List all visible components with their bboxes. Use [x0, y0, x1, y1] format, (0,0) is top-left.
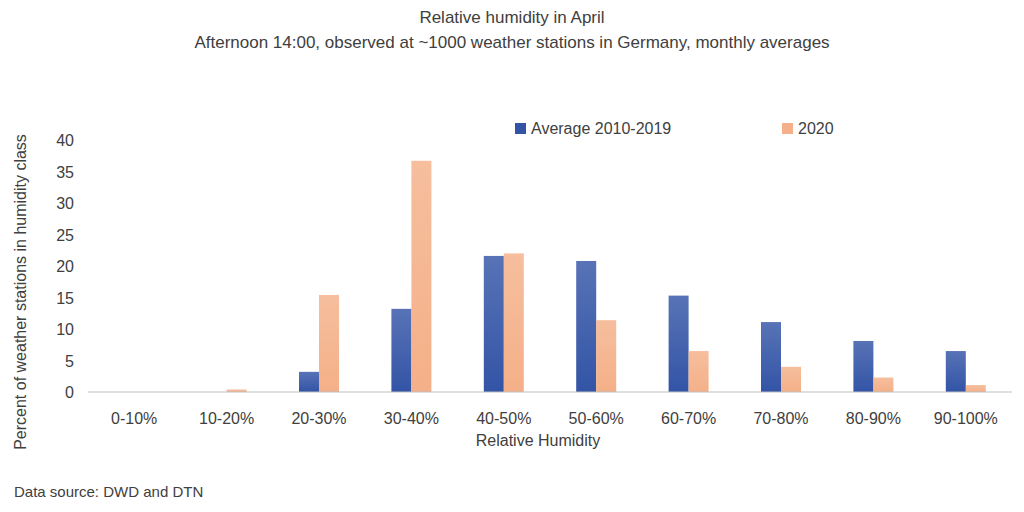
bar — [946, 351, 966, 392]
x-tick-label: 70-80% — [753, 410, 808, 427]
bar — [411, 161, 431, 392]
bar — [689, 351, 709, 392]
y-tick-label: 20 — [56, 258, 74, 275]
bar — [504, 253, 524, 392]
tick-mark — [85, 360, 88, 361]
x-tick-label: 40-50% — [476, 410, 531, 427]
y-tick-label: 35 — [56, 164, 74, 181]
tick-mark — [85, 203, 88, 204]
x-axis-label: Relative Humidity — [476, 432, 600, 449]
x-tick-label: 90-100% — [934, 410, 998, 427]
y-tick-label: 10 — [56, 321, 74, 338]
x-tick-label: 80-90% — [846, 410, 901, 427]
legend-label: 2020 — [798, 120, 834, 137]
tick-mark — [85, 297, 88, 298]
bar — [873, 378, 893, 392]
x-tick-label: 10-20% — [199, 410, 254, 427]
tick-mark — [85, 171, 88, 172]
y-tick-label: 30 — [56, 195, 74, 212]
y-tick-label: 25 — [56, 227, 74, 244]
legend-swatch — [782, 123, 793, 134]
y-axis-label: Percent of weather stations in humidity … — [12, 134, 29, 450]
source-note: Data source: DWD and DTN — [14, 483, 203, 500]
bar — [781, 367, 801, 392]
legend-label: Average 2010-2019 — [531, 120, 671, 137]
bar — [576, 261, 596, 392]
y-tick-label: 5 — [65, 353, 74, 370]
tick-mark — [85, 392, 88, 393]
chart: Relative humidity in April Afternoon 14:0… — [0, 0, 1024, 512]
legend-swatch — [515, 123, 526, 134]
bar — [319, 295, 339, 392]
x-tick-label: 60-70% — [661, 410, 716, 427]
background — [0, 0, 1024, 512]
bar — [484, 256, 504, 392]
bar — [853, 341, 873, 392]
x-tick-label: 50-60% — [569, 410, 624, 427]
tick-mark — [85, 140, 88, 141]
tick-mark — [85, 329, 88, 330]
x-tick-label: 30-40% — [384, 410, 439, 427]
y-tick-label: 15 — [56, 290, 74, 307]
bar — [596, 320, 616, 392]
tick-mark — [85, 266, 88, 267]
x-tick-label: 0-10% — [111, 410, 157, 427]
bar — [391, 309, 411, 392]
bar — [669, 296, 689, 392]
x-axis-line — [88, 392, 1012, 393]
y-tick-label: 40 — [56, 132, 74, 149]
bar — [761, 322, 781, 392]
title: Relative humidity in April — [419, 8, 604, 27]
x-tick-label: 20-30% — [291, 410, 346, 427]
bar — [299, 372, 319, 392]
y-tick-label: 0 — [65, 384, 74, 401]
bars — [227, 161, 986, 392]
subtitle: Afternoon 14:00, observed at ~1000 weath… — [194, 33, 829, 52]
tick-mark — [85, 234, 88, 235]
bar — [966, 385, 986, 392]
